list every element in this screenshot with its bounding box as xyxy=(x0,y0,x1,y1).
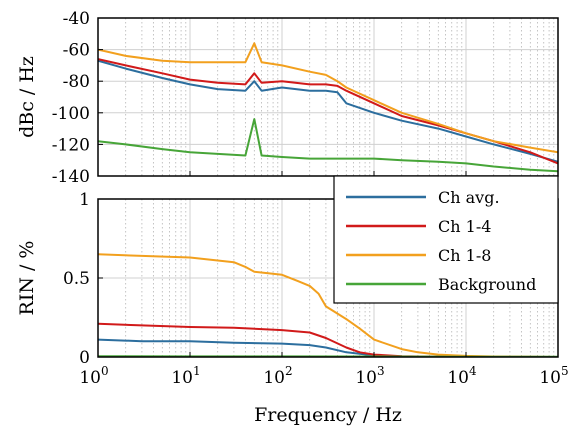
x-tick-base: 10 xyxy=(263,368,285,388)
y-tick-label: 1 xyxy=(79,190,90,210)
x-tick-base: 10 xyxy=(355,368,377,388)
y-tick-label: -40 xyxy=(63,9,90,29)
y-axis-title: dBc / Hz xyxy=(16,56,38,138)
y-tick-label: 0 xyxy=(79,348,90,368)
x-tick-exponent: 5 xyxy=(561,364,569,378)
x-tick-label: 103 xyxy=(355,364,384,388)
y-tick-label: -100 xyxy=(52,104,90,124)
legend-label: Ch 1-4 xyxy=(438,217,491,236)
x-tick-exponent: 3 xyxy=(377,364,385,378)
x-tick-exponent: 0 xyxy=(101,364,109,378)
y-tick-label: 0.5 xyxy=(63,269,90,289)
y-tick-label: -60 xyxy=(63,41,90,61)
series-line xyxy=(98,338,558,357)
legend-label: Ch avg. xyxy=(438,188,500,207)
y-tick-label: -120 xyxy=(52,135,90,155)
x-tick-label: 101 xyxy=(171,364,200,388)
x-tick-base: 10 xyxy=(171,368,193,388)
series-line xyxy=(98,253,558,357)
y-axis-title: RIN / % xyxy=(16,241,38,316)
top-panel: -140 -120 -100 -80 -60 -40 dBc / Hz xyxy=(16,9,559,187)
x-axis-title: Frequency / Hz xyxy=(254,404,402,426)
legend-label: Ch 1-8 xyxy=(438,246,491,265)
series-line xyxy=(98,42,558,154)
legend: Ch avg. Ch 1-4 Ch 1-8 Background xyxy=(333,175,559,304)
x-tick-label: 104 xyxy=(447,364,477,388)
series-line xyxy=(98,59,558,163)
series-line xyxy=(98,118,558,173)
y-tick-label: -140 xyxy=(52,167,90,187)
x-tick-base: 10 xyxy=(79,368,101,388)
x-tick-base: 10 xyxy=(539,368,561,388)
y-tick-label: -80 xyxy=(63,72,90,92)
x-tick-exponent: 4 xyxy=(469,364,477,378)
x-tick-exponent: 1 xyxy=(193,364,201,378)
x-tick-label: 105 xyxy=(539,364,568,388)
series-line xyxy=(98,58,558,165)
x-tick-label: 100 xyxy=(79,364,108,388)
series-group xyxy=(98,42,558,173)
x-tick-base: 10 xyxy=(447,368,469,388)
legend-label: Background xyxy=(438,275,536,294)
plot-frame xyxy=(97,17,559,177)
x-tick-label: 102 xyxy=(263,364,292,388)
x-tick-exponent: 2 xyxy=(285,364,293,378)
